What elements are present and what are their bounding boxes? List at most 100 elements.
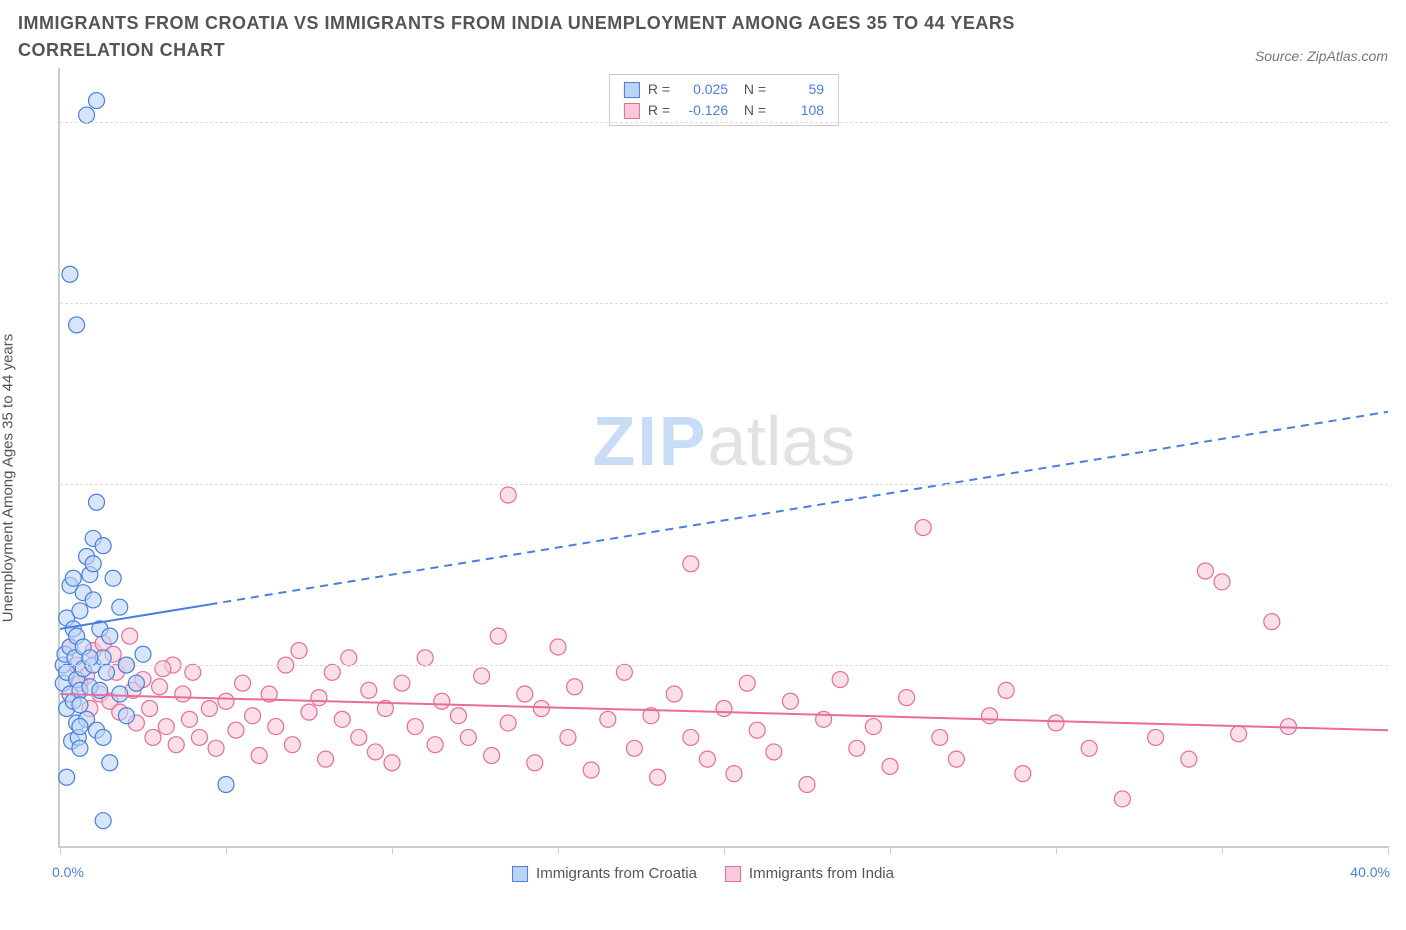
data-point bbox=[235, 675, 251, 691]
data-point bbox=[251, 748, 267, 764]
data-point bbox=[351, 729, 367, 745]
data-point bbox=[716, 700, 732, 716]
legend-item-india: Immigrants from India bbox=[725, 865, 894, 882]
data-point bbox=[1048, 715, 1064, 731]
data-point bbox=[181, 711, 197, 727]
scatter-svg bbox=[60, 68, 1388, 846]
y-tick-label: 10.0% bbox=[1393, 476, 1406, 492]
data-point bbox=[683, 556, 699, 572]
data-point bbox=[228, 722, 244, 738]
data-point bbox=[59, 769, 75, 785]
y-tick-label: 5.0% bbox=[1393, 657, 1406, 673]
data-point bbox=[69, 317, 85, 333]
chart-title: IMMIGRANTS FROM CROATIA VS IMMIGRANTS FR… bbox=[18, 10, 1118, 64]
data-point bbox=[434, 693, 450, 709]
data-point bbox=[105, 570, 121, 586]
data-point bbox=[367, 744, 383, 760]
data-point bbox=[384, 755, 400, 771]
x-tick bbox=[558, 846, 559, 854]
india-swatch-icon bbox=[725, 866, 741, 882]
data-point bbox=[95, 729, 111, 745]
gridline bbox=[60, 665, 1388, 666]
data-point bbox=[474, 668, 490, 684]
x-tick bbox=[392, 846, 393, 854]
x-tick bbox=[1388, 846, 1389, 854]
croatia-swatch-icon bbox=[512, 866, 528, 882]
y-axis-label: Unemployment Among Ages 35 to 44 years bbox=[0, 334, 17, 623]
data-point bbox=[145, 729, 161, 745]
data-point bbox=[82, 650, 98, 666]
data-point bbox=[128, 675, 144, 691]
x-axis-max-label: 40.0% bbox=[1350, 864, 1390, 880]
data-point bbox=[782, 693, 798, 709]
data-point bbox=[208, 740, 224, 756]
data-point bbox=[152, 679, 168, 695]
data-point bbox=[89, 494, 105, 510]
x-tick bbox=[60, 846, 61, 854]
data-point bbox=[517, 686, 533, 702]
data-point bbox=[500, 487, 516, 503]
data-point bbox=[1197, 563, 1213, 579]
data-point bbox=[102, 628, 118, 644]
data-point bbox=[1214, 574, 1230, 590]
legend-label-india: Immigrants from India bbox=[749, 865, 894, 882]
data-point bbox=[1231, 726, 1247, 742]
data-point bbox=[550, 639, 566, 655]
data-point bbox=[79, 107, 95, 123]
data-point bbox=[318, 751, 334, 767]
data-point bbox=[460, 729, 476, 745]
data-point bbox=[899, 690, 915, 706]
data-point bbox=[324, 664, 340, 680]
data-point bbox=[361, 682, 377, 698]
x-tick bbox=[724, 846, 725, 854]
data-point bbox=[284, 737, 300, 753]
data-point bbox=[766, 744, 782, 760]
data-point bbox=[301, 704, 317, 720]
data-point bbox=[191, 729, 207, 745]
data-point bbox=[533, 700, 549, 716]
plot-area: ZIPatlas R = 0.025 N = 59 R = -0.126 N =… bbox=[58, 68, 1388, 848]
gridline bbox=[60, 303, 1388, 304]
data-point bbox=[982, 708, 998, 724]
data-point bbox=[527, 755, 543, 771]
data-point bbox=[218, 693, 234, 709]
data-point bbox=[102, 755, 118, 771]
data-point bbox=[334, 711, 350, 727]
data-point bbox=[1148, 729, 1164, 745]
data-point bbox=[65, 570, 81, 586]
data-point bbox=[72, 719, 88, 735]
data-point bbox=[882, 758, 898, 774]
data-point bbox=[998, 682, 1014, 698]
x-tick bbox=[890, 846, 891, 854]
data-point bbox=[72, 603, 88, 619]
data-point bbox=[118, 708, 134, 724]
data-point bbox=[185, 664, 201, 680]
data-point bbox=[85, 592, 101, 608]
data-point bbox=[95, 538, 111, 554]
data-point bbox=[175, 686, 191, 702]
y-tick-label: 20.0% bbox=[1393, 114, 1406, 130]
data-point bbox=[201, 700, 217, 716]
data-point bbox=[112, 686, 128, 702]
data-point bbox=[560, 729, 576, 745]
data-point bbox=[666, 686, 682, 702]
data-point bbox=[749, 722, 765, 738]
data-point bbox=[155, 661, 171, 677]
x-tick bbox=[226, 846, 227, 854]
data-point bbox=[849, 740, 865, 756]
data-point bbox=[683, 729, 699, 745]
data-point bbox=[245, 708, 261, 724]
x-tick bbox=[1056, 846, 1057, 854]
data-point bbox=[1081, 740, 1097, 756]
data-point bbox=[948, 751, 964, 767]
data-point bbox=[168, 737, 184, 753]
data-point bbox=[394, 675, 410, 691]
data-point bbox=[407, 719, 423, 735]
data-point bbox=[311, 690, 327, 706]
data-point bbox=[865, 719, 881, 735]
data-point bbox=[427, 737, 443, 753]
data-point bbox=[291, 643, 307, 659]
data-point bbox=[95, 813, 111, 829]
chart-frame: Unemployment Among Ages 35 to 44 years Z… bbox=[18, 68, 1388, 888]
gridline bbox=[60, 122, 1388, 123]
